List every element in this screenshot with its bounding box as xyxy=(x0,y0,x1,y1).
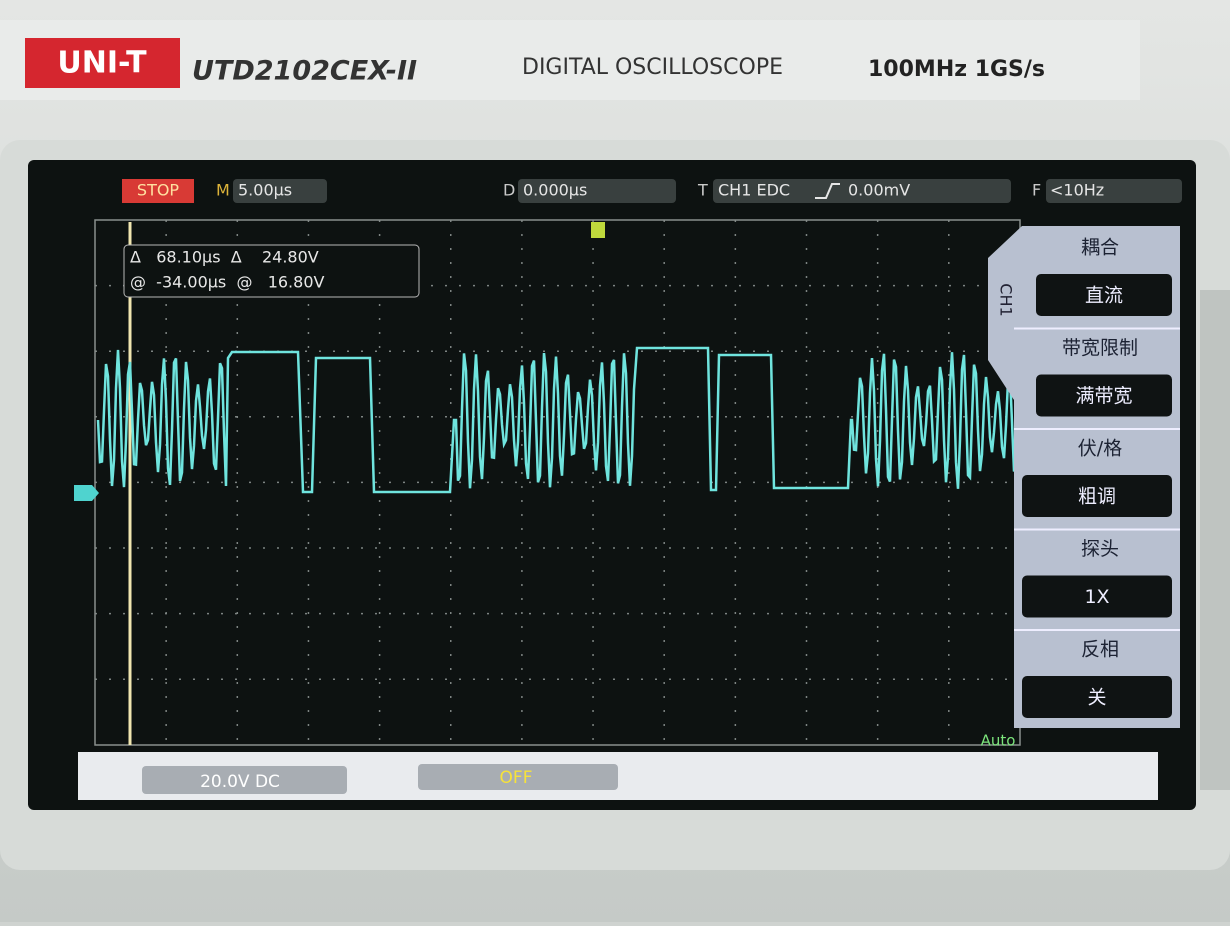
menu-value-box xyxy=(1022,475,1172,517)
run-state: STOP xyxy=(137,181,180,200)
menu-title: 带宽限制 xyxy=(1062,337,1138,359)
trigger-label: T xyxy=(697,181,708,200)
trigger-position-marker xyxy=(591,222,605,238)
trigger-box xyxy=(713,179,1011,203)
menu-value: 1X xyxy=(1084,586,1109,608)
logo-box xyxy=(25,38,180,88)
logo: UNI-T xyxy=(57,46,147,81)
menu-value: 关 xyxy=(1087,687,1106,709)
side-buttons xyxy=(1200,290,1230,790)
timebase-box xyxy=(233,179,327,203)
stop-badge xyxy=(122,179,194,203)
menu-channel: CH1 xyxy=(997,283,1016,316)
edge-icon xyxy=(815,183,840,199)
menu-value-box xyxy=(1022,676,1172,718)
menu-title: 耦合 xyxy=(1081,237,1119,259)
description: DIGITAL OSCILLOSCOPE xyxy=(522,55,783,80)
cursor-readout-row: @ -34.00µs @ 16.80V xyxy=(130,273,325,292)
timebase-label: M xyxy=(216,181,230,200)
menu-title: 探头 xyxy=(1081,538,1119,560)
menu-title: 反相 xyxy=(1081,639,1119,661)
menu-value: 粗调 xyxy=(1078,486,1116,508)
menu-value-box xyxy=(1036,374,1172,417)
trigger: CH1 EDC xyxy=(718,181,790,200)
menu-value-box xyxy=(1036,274,1172,316)
menu-value-box xyxy=(1022,575,1172,618)
ch1-scale: 20.0V DC xyxy=(200,772,280,792)
delay-label: D xyxy=(503,181,515,200)
freq-box xyxy=(1046,179,1182,203)
ch1-box xyxy=(142,766,347,794)
delay-box xyxy=(518,179,676,203)
channel-marker xyxy=(74,485,99,501)
waveform xyxy=(96,346,1022,494)
trigger-mode: Auto xyxy=(981,732,1016,750)
timebase: 5.00µs xyxy=(238,181,292,200)
ch2-state: OFF xyxy=(500,768,533,788)
menu-value: 满带宽 xyxy=(1075,385,1132,407)
cursor-readout-box xyxy=(123,244,420,298)
brand-strip xyxy=(0,20,1140,100)
freq: <10Hz xyxy=(1050,181,1104,200)
trigger-level: 0.00mV xyxy=(848,181,910,200)
spec: 100MHz 1GS/s xyxy=(868,57,1045,82)
model: UTD2102CEX-II xyxy=(192,56,417,87)
menu-value: 直流 xyxy=(1085,285,1123,307)
cursor-readout-row: Δ 68.10µs Δ 24.80V xyxy=(130,248,319,267)
freq-label: F xyxy=(1032,181,1041,200)
ch2-box xyxy=(418,764,618,790)
screen xyxy=(28,160,1196,810)
delay: 0.000µs xyxy=(523,181,587,200)
menu-title: 伏/格 xyxy=(1078,438,1122,460)
